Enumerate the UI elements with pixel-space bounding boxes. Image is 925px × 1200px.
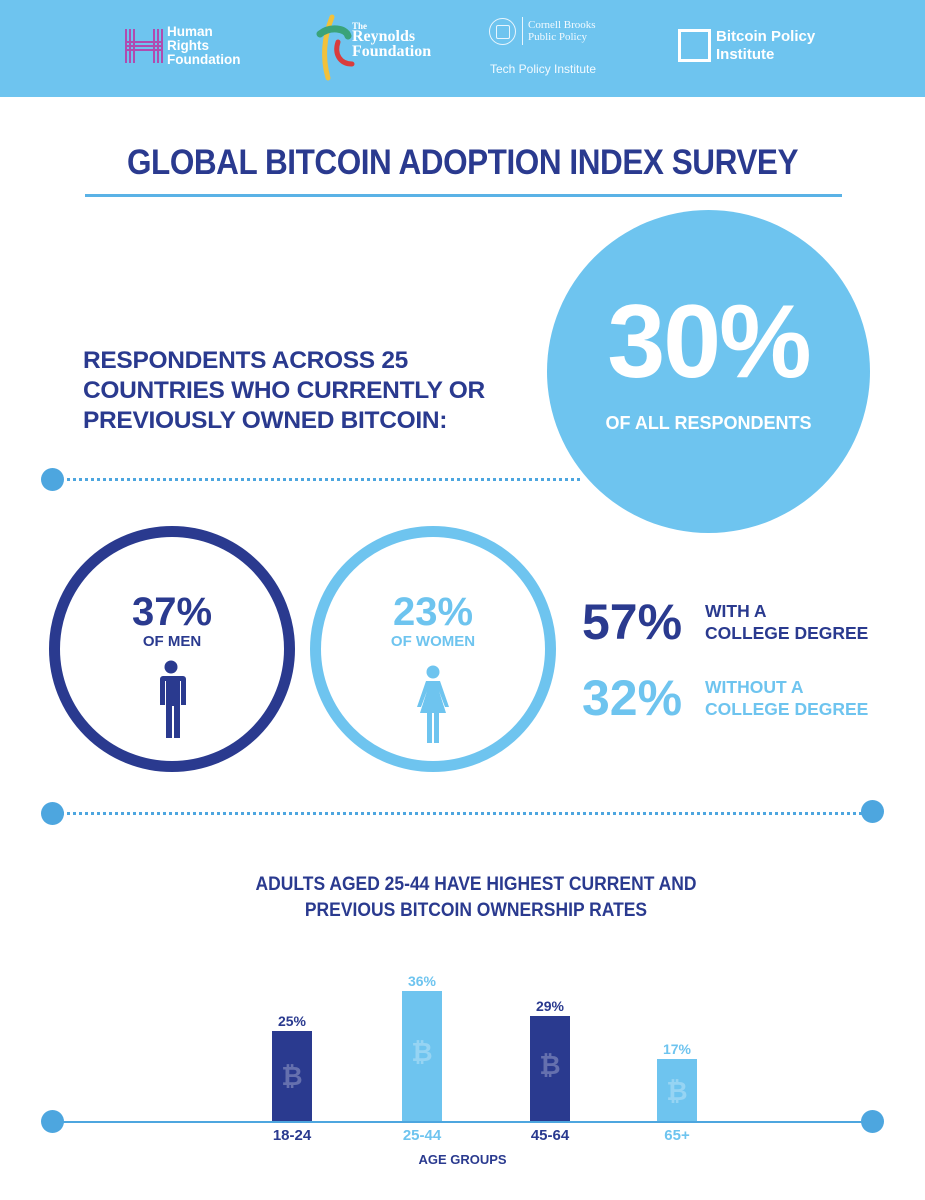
axis-dot-left [41,1110,64,1133]
bar-18-24 [272,1031,312,1121]
no-college-label: WITHOUT A COLLEGE DEGREE [705,676,868,720]
header-banner: Human Rights Foundation The Reynolds Fou… [0,0,925,97]
bpi-logo-text: Bitcoin Policy Institute [716,28,815,64]
category-18-24: 18-24 [272,1127,312,1144]
bar-value-45-64: 29% [535,998,565,1014]
men-percentage: 37% [131,590,213,634]
no-college-percentage: 32% [582,670,683,726]
cornell-line-2: Public Policy [528,31,587,43]
chart-title-line-1: ADULTS AGED 25-44 HAVE HIGHEST CURRENT A… [255,874,697,895]
respondents-line-2: COUNTRIES WHO CURRENTLY OR [83,377,485,404]
college-percentage: 57% [582,594,683,650]
women-stat-ring [310,526,556,772]
bitcoin-policy-institute-logo-icon [678,29,711,62]
hrf-logo-text: Human Rights Foundation [167,25,240,67]
men-stat-ring [49,526,295,772]
bar-45-64 [530,1016,570,1121]
overall-stat-circle [547,210,870,533]
bpi-line-2: Institute [716,46,775,63]
hrf-line-2: Rights [167,38,209,53]
bitcoin-icon: ₿ [411,1037,433,1067]
axis-dot-right [861,1110,884,1133]
no-college-label-line-2: COLLEGE DEGREE [705,699,869,719]
page-title: GLOBAL BITCOIN ADOPTION INDEX SURVEY [126,143,799,182]
bpi-line-1: Bitcoin Policy [716,28,816,45]
overall-label: OF ALL RESPONDENTS [605,413,812,433]
college-label-line-2: COLLEGE DEGREE [705,623,869,643]
category-65-plus: 65+ [664,1127,690,1144]
male-person-icon [159,660,186,738]
women-percentage: 23% [392,590,474,634]
x-axis-label: AGE GROUPS [418,1152,507,1167]
reynolds-the: The [352,21,368,31]
divider-dot-left-1 [41,468,64,491]
human-rights-foundation-logo-icon [125,29,163,63]
dotted-divider-1 [60,478,580,481]
cornell-divider [522,17,523,45]
chart-title: ADULTS AGED 25-44 HAVE HIGHEST CURRENT A… [38,872,914,924]
hrf-line-3: Foundation [167,52,241,67]
bar-65-plus [657,1059,697,1121]
cornell-seal-icon [489,18,516,45]
category-25-44: 25-44 [402,1127,442,1144]
cornell-line-1: Cornell Brooks [528,19,596,31]
hrf-line-1: Human [167,24,213,39]
title-underline [85,194,842,197]
bar-value-18-24: 25% [277,1013,307,1029]
bar-25-44 [402,991,442,1121]
respondents-line-1: RESPONDENTS ACROSS 25 [83,347,408,374]
female-person-icon [417,665,449,743]
bitcoin-icon: ₿ [539,1050,561,1080]
respondents-line-3: PREVIOUSLY OWNED BITCOIN: [83,407,448,434]
women-label: OF WOMEN [390,633,476,650]
reynolds-line-1: Reynolds [352,28,416,45]
bitcoin-icon: ₿ [666,1076,688,1106]
bar-value-65-plus: 17% [662,1041,692,1057]
category-45-64: 45-64 [530,1127,570,1144]
divider-dot-left-2 [41,802,64,825]
chart-x-axis [55,1121,873,1123]
reynolds-logo-text: Reynolds Foundation [352,28,432,60]
college-label: WITH A COLLEGE DEGREE [705,600,868,644]
divider-dot-right-2 [861,800,884,823]
bitcoin-icon: ₿ [281,1061,303,1091]
dotted-divider-2 [60,812,870,815]
tech-policy-institute-text: Tech Policy Institute [490,62,597,76]
overall-percentage: 30% [607,284,811,400]
cornell-logo-text: Cornell Brooks Public Policy [528,19,596,43]
respondents-heading: RESPONDENTS ACROSS 25 COUNTRIES WHO CURR… [83,346,485,436]
men-label: OF MEN [142,633,202,650]
bar-value-25-44: 36% [407,973,437,989]
reynolds-foundation-logo-icon [316,14,355,81]
reynolds-line-2: Foundation [352,43,432,60]
college-label-line-1: WITH A [705,601,767,621]
chart-title-line-2: PREVIOUS BITCOIN OWNERSHIP RATES [304,900,648,921]
no-college-label-line-1: WITHOUT A [705,677,804,697]
